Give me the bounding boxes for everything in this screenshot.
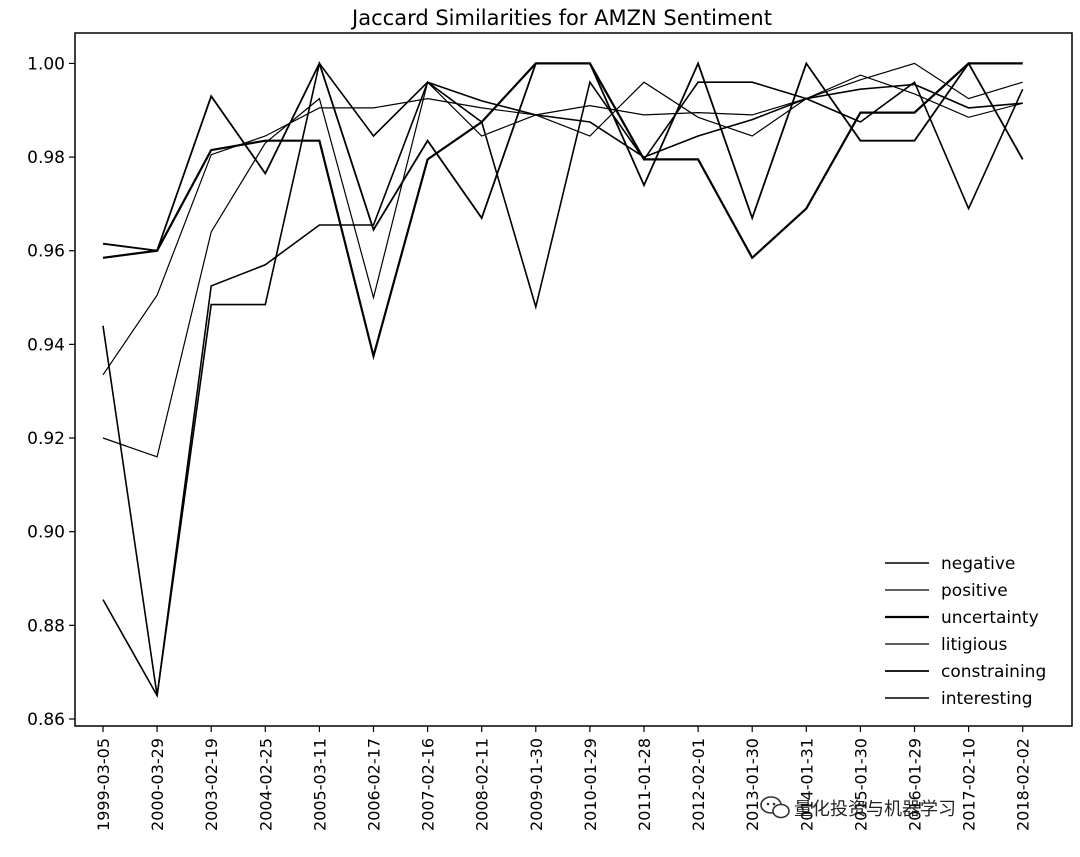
watermark: 量化投资与机器学习 — [760, 796, 956, 820]
x-tick-label: 2009-01-30 — [527, 738, 546, 831]
x-tick-label: 2012-02-01 — [689, 738, 708, 831]
series-line-uncertainty — [102, 62, 1023, 361]
plot-frame — [74, 32, 1073, 727]
x-tick-label: 2011-01-28 — [635, 738, 654, 831]
series-line-positive — [102, 74, 1023, 458]
legend-label-positive: positive — [941, 581, 1008, 601]
x-tick-label: 1999-03-05 — [94, 738, 113, 831]
x-tick-label: 2007-02-16 — [419, 738, 438, 831]
y-tick-label: 0.92 — [27, 429, 65, 449]
legend-label-uncertainty: uncertainty — [941, 608, 1039, 628]
legend: negative positive uncertainty litigious cons… — [885, 554, 1046, 709]
x-tick-label: 2013-01-30 — [743, 738, 762, 831]
y-tick-label: 0.88 — [27, 616, 65, 636]
y-tick-label: 0.96 — [27, 242, 65, 262]
x-tick-label: 2005-03-11 — [310, 738, 329, 831]
wechat-icon — [760, 796, 790, 819]
legend-label-interesting: interesting — [941, 689, 1033, 709]
legend-label-negative: negative — [941, 554, 1015, 574]
x-tick-label: 2004-02-25 — [256, 738, 275, 831]
y-tick-label: 1.00 — [27, 54, 65, 74]
x-tick-label: 2016-01-29 — [906, 738, 925, 831]
plot-area — [102, 60, 1024, 699]
x-tick-label: 2008-02-11 — [473, 738, 492, 831]
legend-label-constraining: constraining — [941, 662, 1046, 682]
x-tick-label: 2017-02-10 — [960, 738, 979, 831]
series-line-constraining — [102, 60, 1024, 252]
watermark-text: 量化投资与机器学习 — [794, 799, 956, 820]
y-tick-label: 0.94 — [27, 335, 65, 355]
legend-label-litigious: litigious — [941, 635, 1008, 655]
x-tick-label: 2010-01-29 — [581, 738, 600, 831]
x-tick-label: 2018-02-02 — [1014, 738, 1033, 831]
x-tick-label: 2015-01-30 — [851, 738, 870, 831]
x-tick-label: 2003-02-19 — [202, 738, 221, 831]
chart-title: Jaccard Similarities for AMZN Sentiment — [350, 6, 772, 30]
series-line-negative — [102, 81, 1023, 696]
x-tick-label: 2000-03-29 — [148, 738, 167, 831]
x-axis: 1999-03-05 2000-03-29 2003-02-19 2004-02-25… — [94, 726, 1033, 831]
y-axis: 0.86 0.88 0.90 0.92 0.94 0.96 0.98 1.00 — [27, 54, 75, 730]
series-line-interesting — [102, 61, 1024, 699]
y-tick-label: 0.90 — [27, 523, 65, 543]
x-tick-label: 2014-01-31 — [797, 738, 816, 831]
x-tick-label: 2006-02-17 — [365, 738, 384, 831]
y-tick-label: 0.86 — [27, 710, 65, 730]
series-line-litigious — [102, 62, 1023, 376]
y-tick-label: 0.98 — [27, 148, 65, 168]
